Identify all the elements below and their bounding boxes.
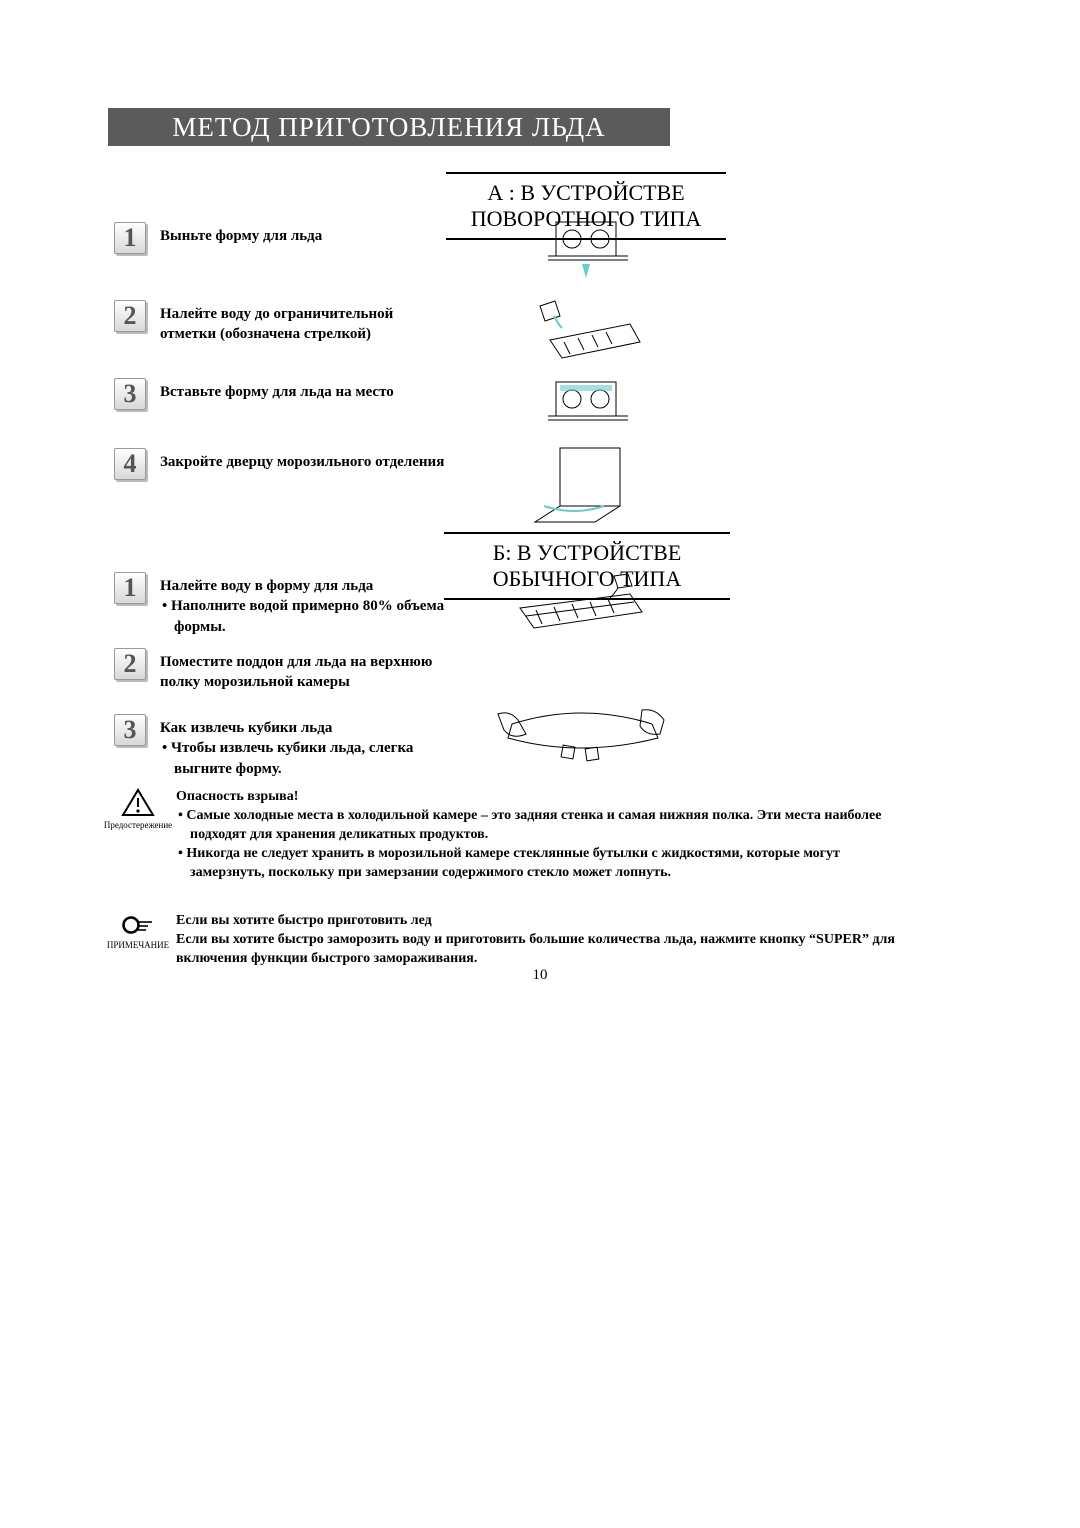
step-title: Налейте воду в форму для льда (160, 578, 373, 594)
warning-bullet-1: Самые холодные места в холодильной камер… (176, 807, 896, 845)
note-icon-label: ПРИМЕЧАНИЕ (107, 940, 169, 950)
step-bullet: Чтобы извлечь кубики льда, слегка выгнит… (160, 738, 450, 779)
step-text: Поместите поддон для льда на верхнюю пол… (160, 648, 450, 693)
warning-icon-label: Предостережение (104, 820, 172, 830)
illustration-close-door-icon (520, 442, 640, 528)
illustration-remove-tray-icon (536, 216, 636, 286)
illustration-pour-water-icon (520, 296, 650, 366)
illustration-fill-tray-icon (500, 574, 660, 634)
illustration-twist-tray-icon (492, 690, 672, 770)
pointing-hand-icon (120, 912, 156, 938)
step-a-3: 3 Вставьте форму для льда на место (114, 378, 394, 410)
step-text: Налейте воду до ограничительной отметки … (160, 300, 450, 345)
note-block: ПРИМЕЧАНИЕ Если вы хотите быстро пригото… (108, 912, 896, 969)
step-number: 4 (114, 448, 146, 480)
step-text: Как извлечь кубики льда Чтобы извлечь ку… (160, 714, 450, 779)
step-text: Налейте воду в форму для льда Наполните … (160, 572, 450, 637)
step-b-2: 2 Поместите поддон для льда на верхнюю п… (114, 648, 450, 693)
step-title: Как извлечь кубики льда (160, 720, 332, 736)
note-text: Если вы хотите быстро заморозить воду и … (176, 931, 896, 969)
step-text: Закройте дверцу морозильного отделения (160, 448, 444, 472)
illustration-insert-tray-icon (536, 376, 636, 436)
step-b-3: 3 Как извлечь кубики льда Чтобы извлечь … (114, 714, 450, 779)
note-title: Если вы хотите быстро приготовить лед (176, 912, 896, 931)
step-number: 3 (114, 714, 146, 746)
step-a-1: 1 Выньте форму для льда (114, 222, 322, 254)
warning-triangle-icon (121, 788, 155, 818)
page-number: 10 (0, 967, 1080, 984)
step-text: Вставьте форму для льда на место (160, 378, 394, 402)
step-a-2: 2 Налейте воду до ограничительной отметк… (114, 300, 450, 345)
warning-title: Опасность взрыва! (176, 788, 896, 807)
step-b-1: 1 Налейте воду в форму для льда Наполнит… (114, 572, 450, 637)
step-bullet: Наполните водой примерно 80% объема форм… (160, 596, 450, 637)
page-title: МЕТОД ПРИГОТОВЛЕНИЯ ЛЬДА (108, 108, 670, 146)
step-number: 1 (114, 572, 146, 604)
step-text: Выньте форму для льда (160, 222, 322, 246)
warning-bullet-2: Никогда не следует хранить в морозильной… (176, 845, 896, 883)
step-number: 3 (114, 378, 146, 410)
step-number: 2 (114, 300, 146, 332)
warning-block: Предостережение Опасность взрыва! Самые … (108, 788, 896, 882)
step-a-4: 4 Закройте дверцу морозильного отделения (114, 448, 444, 480)
step-number: 1 (114, 222, 146, 254)
manual-page: МЕТОД ПРИГОТОВЛЕНИЯ ЛЬДА А : В УСТРОЙСТВ… (0, 0, 1080, 1528)
step-number: 2 (114, 648, 146, 680)
